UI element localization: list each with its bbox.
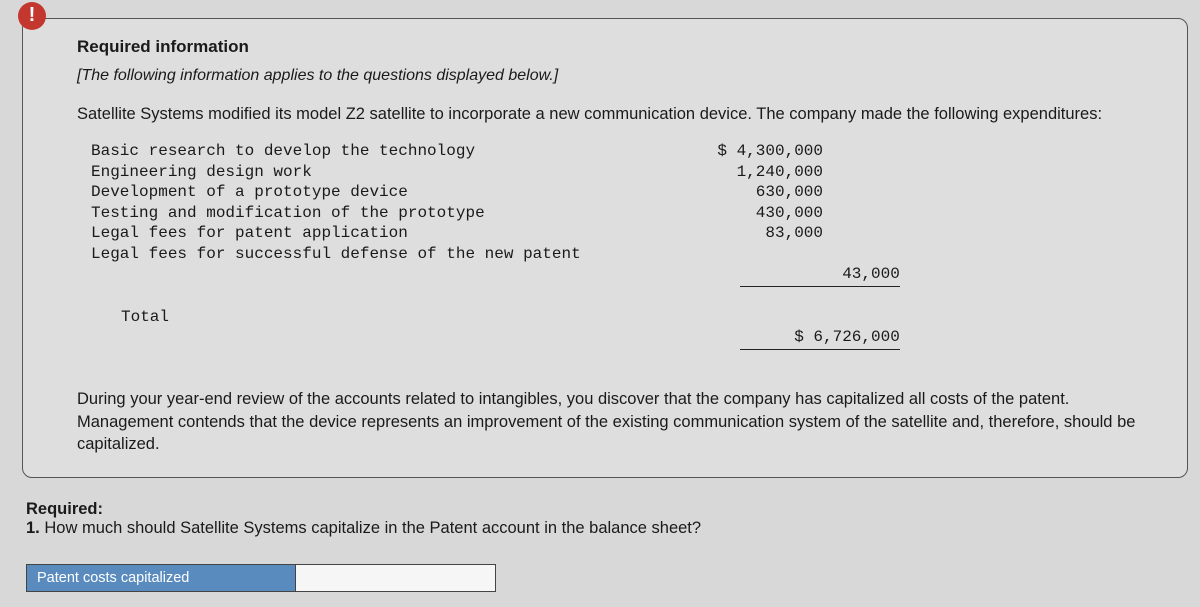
expenditure-value: 83,000: [663, 223, 823, 243]
closing-paragraph: During your year-end review of the accou…: [77, 388, 1165, 455]
required-block: Required: 1. How much should Satellite S…: [26, 500, 1188, 538]
question-number: 1.: [26, 519, 40, 537]
alert-icon-glyph: !: [29, 4, 36, 27]
page-container: ! Required information [The following in…: [0, 0, 1200, 604]
answer-row-label: Patent costs capitalized: [26, 564, 296, 592]
expenditure-value: 430,000: [663, 203, 823, 223]
answer-input-cell: [296, 564, 496, 592]
expenditure-value-underlined: 43,000: [740, 264, 900, 286]
patent-costs-input[interactable]: [296, 565, 495, 591]
question-text: How much should Satellite Systems capita…: [44, 519, 701, 537]
required-info-heading: Required information: [77, 37, 1165, 57]
expenditure-value: $ 4,300,000: [663, 141, 823, 161]
expenditure-total-value: $ 6,726,000: [663, 307, 823, 370]
intro-paragraph: Satellite Systems modified its model Z2 …: [77, 103, 1165, 125]
expenditure-total-value-text: $ 6,726,000: [740, 327, 900, 349]
expenditure-label: Basic research to develop the technology: [91, 141, 651, 161]
alert-icon: !: [18, 2, 46, 30]
required-label: Required:: [26, 500, 103, 518]
expenditure-value: 1,240,000: [663, 162, 823, 182]
info-card: Required information [The following info…: [22, 18, 1188, 478]
expenditure-label: Legal fees for patent application: [91, 223, 651, 243]
expenditure-label: Development of a prototype device: [91, 182, 651, 202]
expenditure-label: Legal fees for successful defense of the…: [91, 244, 651, 307]
expenditure-label: Engineering design work: [91, 162, 651, 182]
expenditure-value: 43,000: [663, 244, 823, 307]
expenditure-value: 630,000: [663, 182, 823, 202]
applies-subheading: [The following information applies to th…: [77, 67, 1165, 85]
expenditure-label: Testing and modification of the prototyp…: [91, 203, 651, 223]
answer-table: Patent costs capitalized: [26, 564, 1188, 592]
expenditures-table: Basic research to develop the technology…: [91, 141, 1165, 370]
expenditure-total-label: Total: [91, 307, 651, 370]
